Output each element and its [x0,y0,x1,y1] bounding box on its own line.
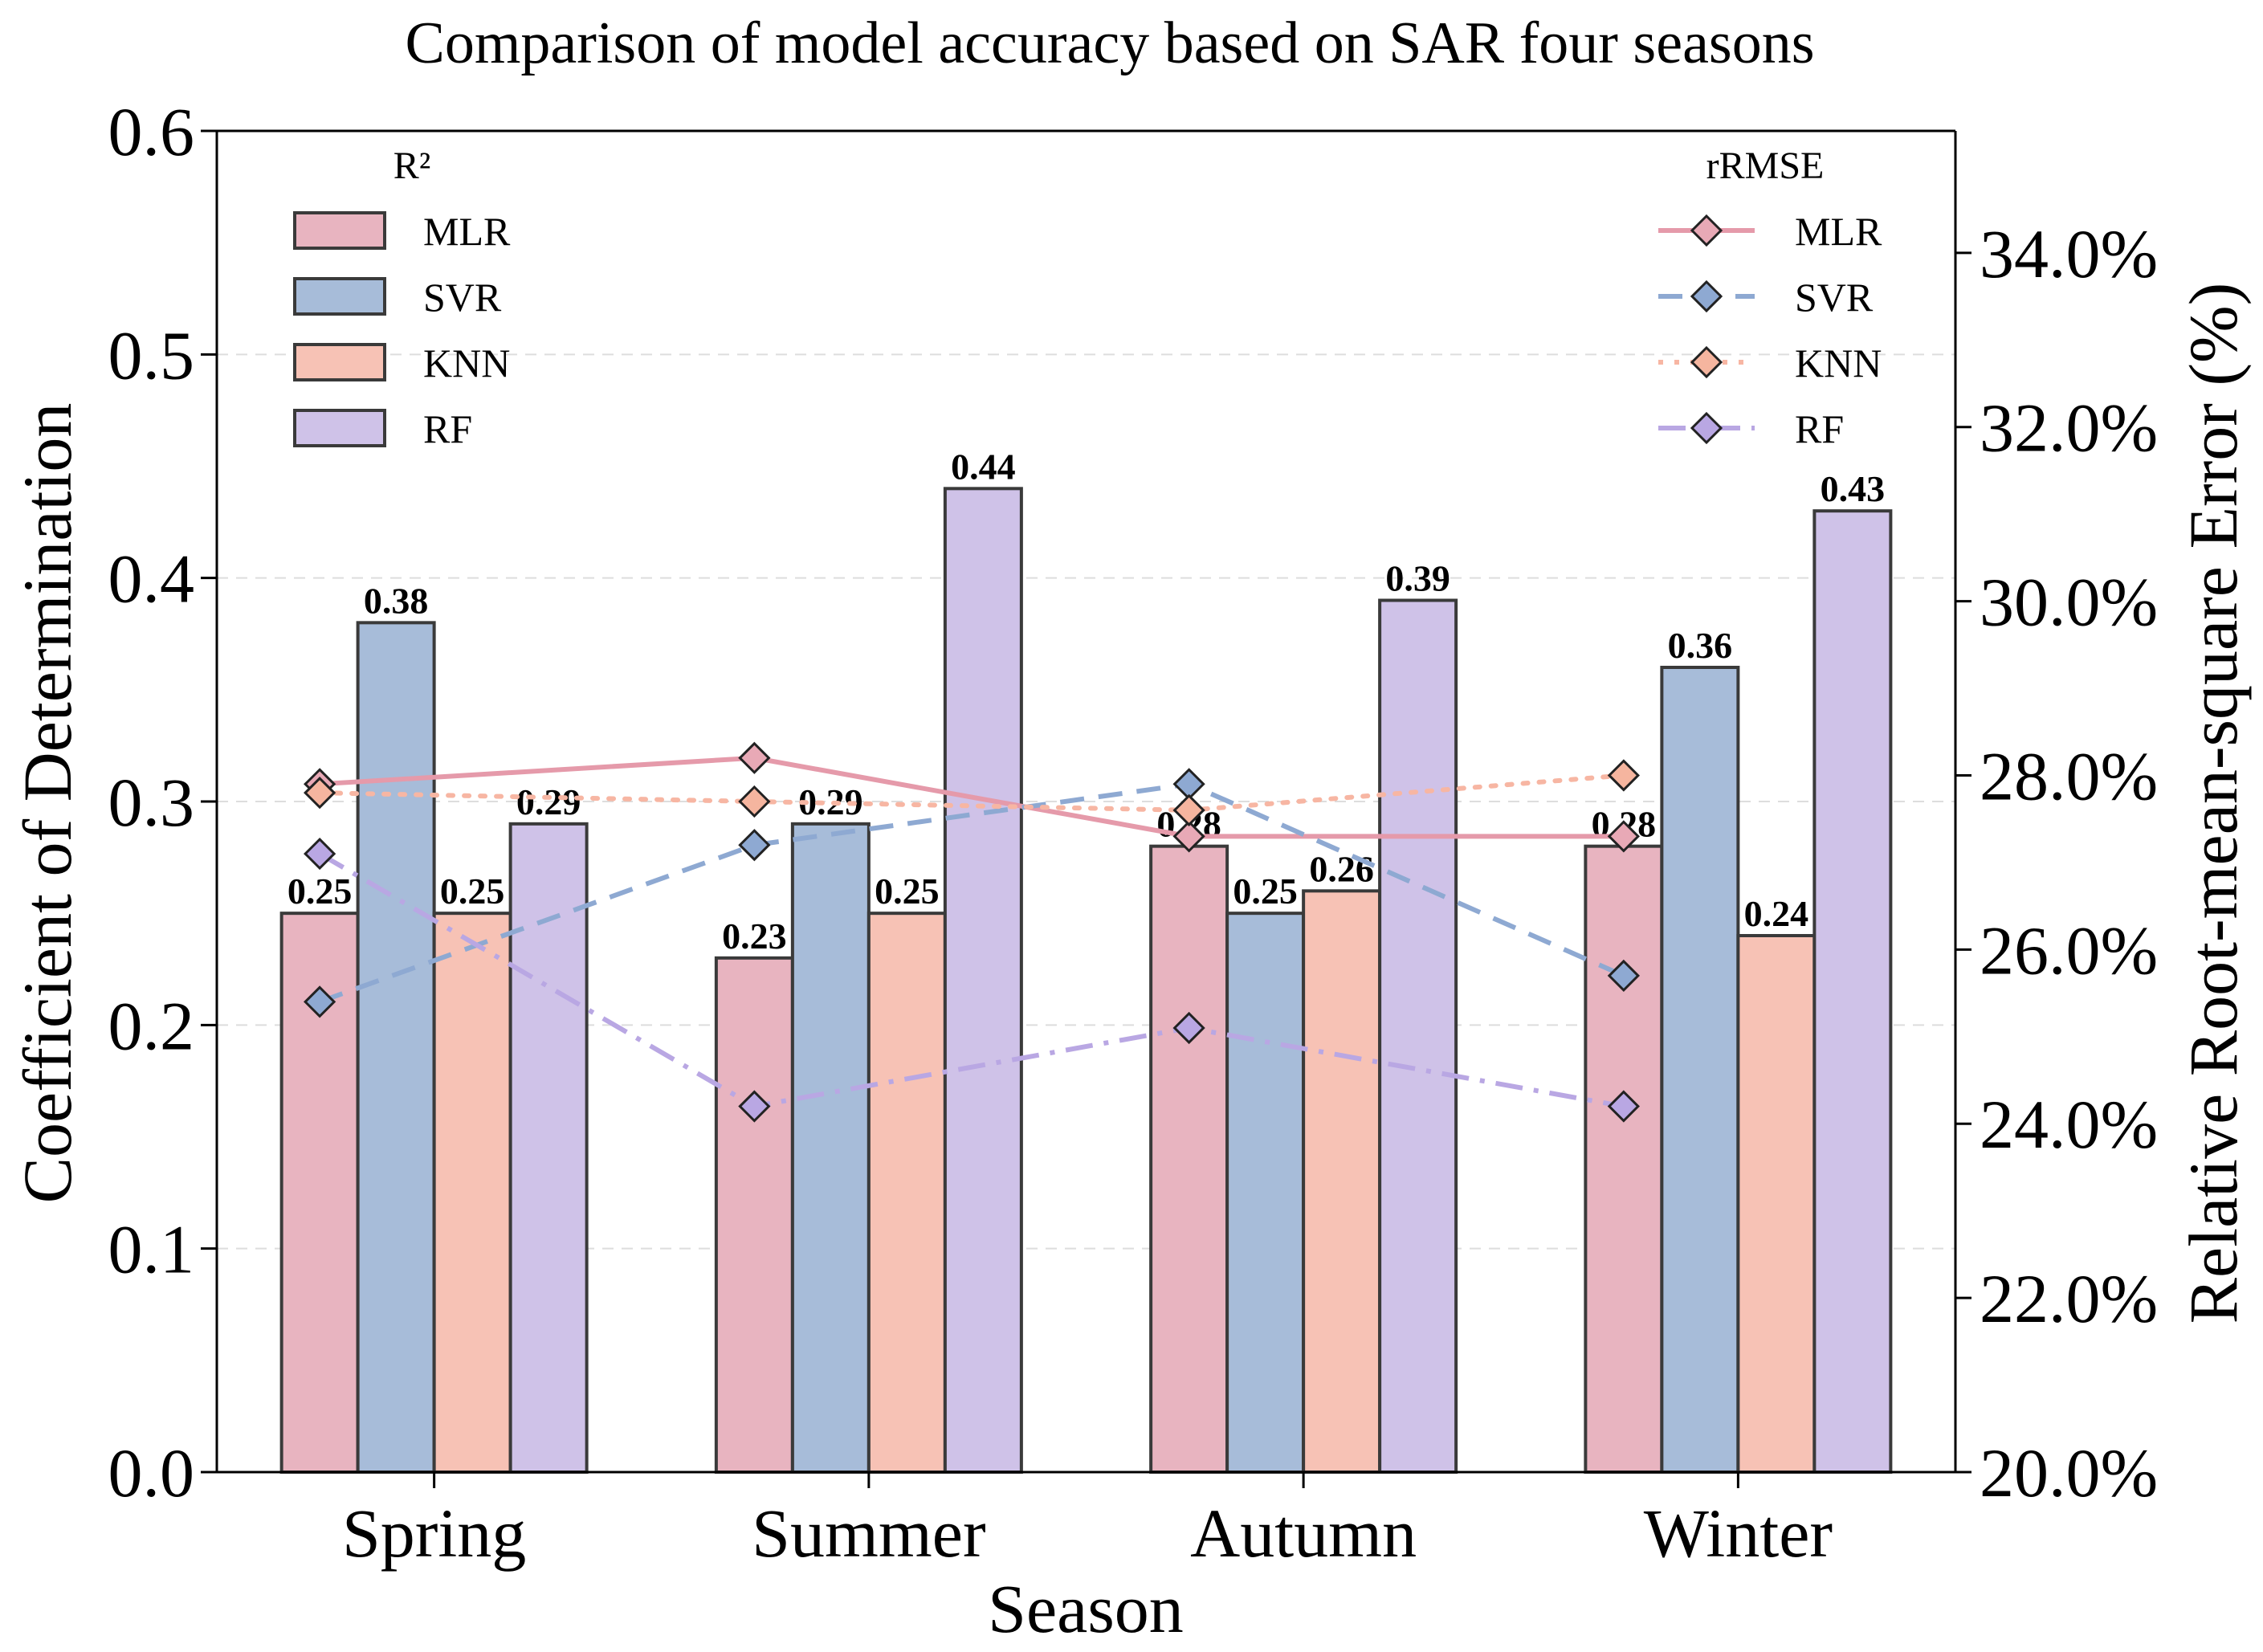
axes: 0.0 0.1 0.2 0.3 0.4 0.5 0.6 20.0% 22.0% 24.0% 26.0… [108,93,2159,1572]
bar-mlr-summer [714,956,794,1475]
bar-value-label: 0.25 [875,871,940,912]
bar-legend-label: SVR [423,275,502,320]
bar-legend-swatch-svr [293,277,386,316]
chart-title: Comparison of model accuracy based on SA… [405,10,1814,76]
y2-tick-label: 28.0% [1980,737,2158,814]
y2-tick-label: 20.0% [1980,1434,2158,1511]
bar-value-label: 0.25 [1233,871,1298,912]
bar-legend-label: RF [423,406,472,451]
legends: R² MLR SVR KNN RF rRMSE MLR SVR KNN RF [293,145,1882,451]
rrmse-marker-svr-winter [1607,959,1640,993]
bar-legend-swatch-rf [293,409,386,447]
y-tick-label: 0.3 [108,764,195,841]
bar-value-label: 0.44 [951,446,1016,487]
bar-rf-winter [1812,509,1893,1475]
bar-rf-summer [943,487,1023,1474]
y-tick-label: 0.0 [108,1434,195,1511]
y2-tick-label: 24.0% [1980,1086,2158,1163]
bar-legend-label: KNN [423,341,510,385]
bar-layer: 0.250.380.250.290.230.290.250.440.280.25… [279,446,1893,1475]
line-legend-label: MLR [1795,209,1882,254]
bar-svr-summer [790,822,871,1475]
bar-legend-label: MLR [423,209,511,254]
y-axis-label: Coefficient of Determination [9,403,86,1204]
rrmse-line-rf [318,851,1625,1109]
y-tick-label: 0.6 [108,93,195,170]
y-tick-label: 0.2 [108,987,195,1064]
y2-tick-label: 34.0% [1980,215,2158,292]
line-legend-label: SVR [1795,275,1874,320]
bar-svr-winter [1660,666,1740,1474]
line-legend-label: KNN [1795,341,1882,385]
bar-value-label: 0.25 [287,871,353,912]
line-legend-label: RF [1795,406,1844,451]
bar-legend-swatch-mlr [293,211,386,250]
bar-value-label: 0.23 [722,916,787,957]
rrmse-marker-knn-autumn [1172,793,1205,826]
rrmse-marker-rf-summer [738,1090,771,1123]
rrmse-line-svr [319,781,1625,1005]
y-tick-label: 0.5 [108,316,195,394]
bar-value-label: 0.25 [440,871,505,912]
x-tick-label: Autumn [1190,1495,1417,1572]
bar-mlr-winter [1584,844,1664,1474]
y2-tick-label: 22.0% [1980,1260,2158,1337]
x-axis-label: Season [988,1570,1184,1647]
bar-svr-autumn [1225,912,1306,1474]
bar-legend-swatch-knn [293,343,386,381]
line-legend-marker-svr [1690,279,1723,313]
y-tick-label: 0.4 [108,540,195,618]
bar-knn-autumn [1302,889,1382,1475]
bar-legend-title: R² [393,145,430,187]
y2-tick-label: 26.0% [1980,912,2158,989]
rrmse-marker-rf-spring [304,837,336,871]
line-legend-marker-rf [1690,411,1723,445]
x-tick-label: Spring [342,1495,526,1572]
rrmse-marker-rf-autumn [1172,1011,1205,1045]
rrmse-marker-mlr-summer [738,741,771,774]
rrmse-marker-svr-spring [304,985,336,1018]
bar-value-label: 0.29 [516,781,581,822]
rrmse-marker-mlr-winter [1607,820,1640,853]
bar-value-label: 0.26 [1309,848,1374,889]
rrmse-marker-mlr-autumn [1172,820,1205,853]
y2-tick-label: 32.0% [1980,390,2158,467]
rrmse-line-mlr [319,755,1624,839]
rrmse-marker-knn-spring [304,777,336,810]
bar-svr-spring [356,621,436,1474]
rrmse-marker-svr-summer [738,829,771,862]
line-legend-marker-knn [1690,345,1723,379]
bar-value-label: 0.39 [1385,558,1450,599]
bar-knn-spring [432,912,512,1474]
rrmse-marker-rf-winter [1607,1090,1640,1123]
y-tick-label: 0.1 [108,1211,195,1288]
bar-knn-summer [866,912,947,1474]
line-legend-title: rRMSE [1706,145,1825,187]
bar-rf-autumn [1378,598,1458,1474]
line-legend-marker-mlr [1690,214,1723,247]
rrmse-marker-knn-winter [1607,759,1640,792]
bar-value-label: 0.38 [364,580,429,621]
bar-value-label: 0.43 [1821,468,1886,509]
bar-value-label: 0.24 [1744,893,1809,934]
bar-knn-winter [1736,934,1817,1474]
x-tick-label: Winter [1644,1495,1833,1572]
x-tick-label: Summer [752,1495,985,1572]
line-layer [304,741,1640,1123]
y2-tick-label: 30.0% [1980,564,2158,641]
bar-value-label: 0.36 [1668,625,1733,666]
bar-mlr-autumn [1149,844,1229,1474]
y2-axis-label: Relative Root-mean-square Error (%) [2175,283,2252,1324]
rrmse-marker-knn-summer [738,785,771,818]
